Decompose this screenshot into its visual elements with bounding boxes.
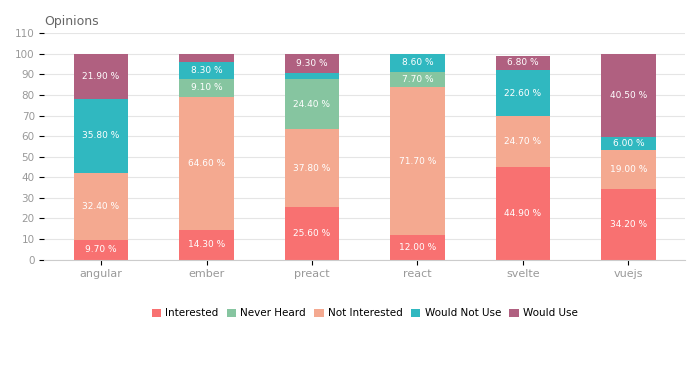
Text: 21.90 %: 21.90 % xyxy=(83,72,120,81)
Text: 32.40 %: 32.40 % xyxy=(83,202,120,211)
Bar xyxy=(496,56,550,70)
Bar xyxy=(496,167,550,260)
Bar xyxy=(179,230,234,260)
Text: 71.70 %: 71.70 % xyxy=(399,157,436,166)
Text: 40.50 %: 40.50 % xyxy=(610,91,647,100)
Bar xyxy=(601,137,656,150)
Bar xyxy=(285,73,340,79)
Bar xyxy=(601,54,656,137)
Text: 34.20 %: 34.20 % xyxy=(610,220,647,229)
Bar xyxy=(74,173,128,240)
Text: 8.30 %: 8.30 % xyxy=(190,66,223,74)
Bar xyxy=(179,79,234,97)
Bar xyxy=(285,129,340,207)
Legend: Interested, Never Heard, Not Interested, Would Not Use, Would Use: Interested, Never Heard, Not Interested,… xyxy=(148,304,582,322)
Bar xyxy=(390,54,445,71)
Text: 19.00 %: 19.00 % xyxy=(610,165,647,174)
Text: 25.60 %: 25.60 % xyxy=(293,229,330,238)
Bar xyxy=(601,189,656,260)
Bar xyxy=(285,207,340,260)
Bar xyxy=(390,87,445,235)
Bar xyxy=(179,97,234,230)
Text: 6.00 %: 6.00 % xyxy=(612,139,644,148)
Bar xyxy=(496,70,550,116)
Text: 9.70 %: 9.70 % xyxy=(85,245,117,254)
Text: 9.10 %: 9.10 % xyxy=(190,84,223,92)
Text: 8.60 %: 8.60 % xyxy=(402,58,433,67)
Text: 6.80 %: 6.80 % xyxy=(508,59,539,68)
Text: 12.00 %: 12.00 % xyxy=(399,243,436,252)
Text: 44.90 %: 44.90 % xyxy=(505,209,542,218)
Text: 9.30 %: 9.30 % xyxy=(296,59,328,68)
Text: 14.30 %: 14.30 % xyxy=(188,241,225,249)
Bar xyxy=(496,116,550,167)
Text: 24.70 %: 24.70 % xyxy=(505,137,542,146)
Bar xyxy=(285,79,340,129)
Bar xyxy=(179,54,234,62)
Bar xyxy=(74,240,128,260)
Text: 22.60 %: 22.60 % xyxy=(505,89,542,98)
Text: Opinions: Opinions xyxy=(45,15,99,28)
Bar xyxy=(74,99,128,173)
Bar xyxy=(601,150,656,189)
Bar xyxy=(285,54,340,73)
Text: 35.80 %: 35.80 % xyxy=(83,131,120,140)
Bar xyxy=(74,54,128,99)
Bar xyxy=(390,71,445,87)
Text: 7.70 %: 7.70 % xyxy=(402,75,433,84)
Bar xyxy=(179,62,234,79)
Text: 37.80 %: 37.80 % xyxy=(293,163,330,173)
Bar xyxy=(390,235,445,260)
Text: 64.60 %: 64.60 % xyxy=(188,159,225,168)
Text: 24.40 %: 24.40 % xyxy=(293,100,330,109)
